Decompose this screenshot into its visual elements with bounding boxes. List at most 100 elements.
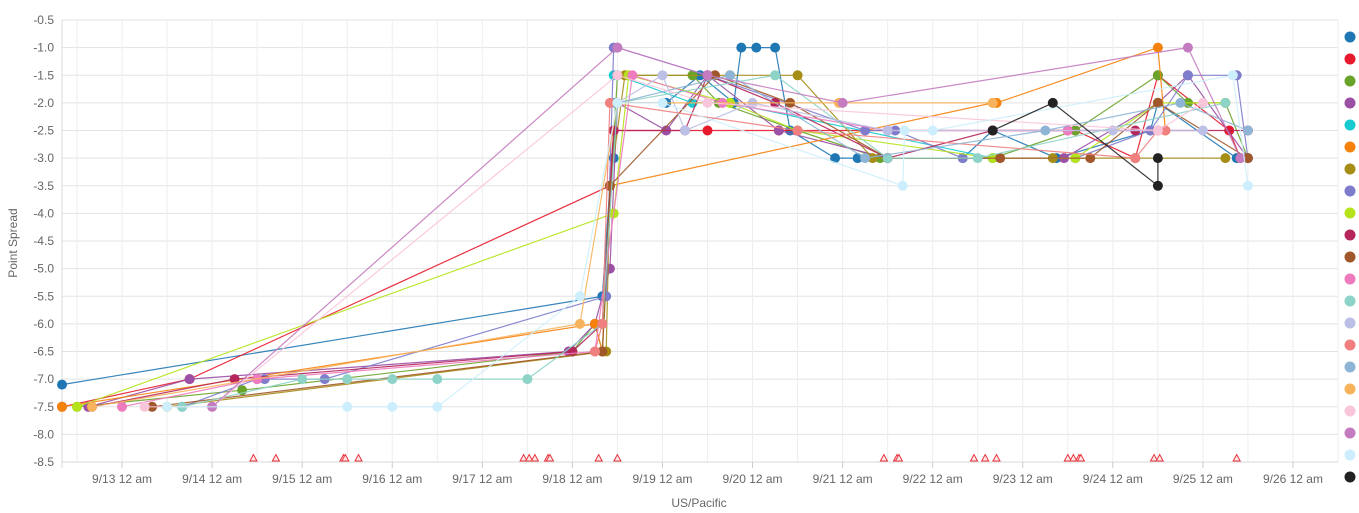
data-point[interactable] xyxy=(725,70,735,81)
data-point[interactable] xyxy=(1197,125,1208,136)
data-point[interactable] xyxy=(1040,125,1051,136)
event-marker[interactable] xyxy=(879,453,889,462)
legend-swatch[interactable] xyxy=(1344,229,1356,241)
data-point[interactable] xyxy=(770,70,781,81)
event-marker[interactable] xyxy=(980,453,990,462)
data-point[interactable] xyxy=(612,42,623,53)
data-point[interactable] xyxy=(612,70,623,81)
data-point[interactable] xyxy=(770,42,781,53)
legend-swatch[interactable] xyxy=(1344,119,1356,131)
data-point[interactable] xyxy=(1182,42,1193,53)
data-point[interactable] xyxy=(751,42,762,53)
legend-swatch[interactable] xyxy=(1344,31,1356,43)
legend-swatch[interactable] xyxy=(1344,207,1356,219)
legend-swatch[interactable] xyxy=(1344,53,1356,65)
data-point[interactable] xyxy=(1220,153,1231,164)
data-point[interactable] xyxy=(117,401,127,412)
data-point[interactable] xyxy=(1130,153,1141,164)
data-point[interactable] xyxy=(597,346,608,357)
legend-swatch[interactable] xyxy=(1344,405,1356,417)
legend-swatch[interactable] xyxy=(1344,185,1356,197)
data-point[interactable] xyxy=(995,153,1006,164)
data-point[interactable] xyxy=(860,125,871,136)
event-marker[interactable] xyxy=(354,453,363,462)
event-marker[interactable] xyxy=(1063,453,1073,462)
data-point[interactable] xyxy=(57,401,67,412)
data-point[interactable] xyxy=(297,374,308,385)
data-point[interactable] xyxy=(1152,125,1163,136)
data-point[interactable] xyxy=(1152,153,1163,164)
legend-swatch[interactable] xyxy=(1344,97,1356,109)
event-marker[interactable] xyxy=(524,453,534,462)
event-marker[interactable] xyxy=(594,453,604,462)
data-point[interactable] xyxy=(867,153,878,164)
legend-swatch[interactable] xyxy=(1344,449,1356,461)
event-marker[interactable] xyxy=(1155,453,1165,462)
data-point[interactable] xyxy=(897,180,908,191)
event-marker[interactable] xyxy=(519,453,528,462)
data-point[interactable] xyxy=(342,401,353,412)
data-point[interactable] xyxy=(1182,70,1193,81)
data-point[interactable] xyxy=(1220,97,1231,108)
data-point[interactable] xyxy=(899,125,910,136)
data-point[interactable] xyxy=(987,97,998,108)
event-marker[interactable] xyxy=(530,453,540,462)
data-point[interactable] xyxy=(72,401,82,412)
legend-swatch[interactable] xyxy=(1344,471,1356,483)
data-point[interactable] xyxy=(387,401,398,412)
data-point[interactable] xyxy=(1242,125,1253,136)
event-marker[interactable] xyxy=(271,453,281,462)
event-marker[interactable] xyxy=(613,453,622,462)
data-point[interactable] xyxy=(837,97,848,108)
legend-swatch[interactable] xyxy=(1344,295,1356,307)
event-marker[interactable] xyxy=(1232,453,1242,462)
data-point[interactable] xyxy=(657,70,668,81)
data-point[interactable] xyxy=(987,125,998,136)
data-point[interactable] xyxy=(1235,153,1246,164)
legend-swatch[interactable] xyxy=(1344,317,1356,329)
event-marker[interactable] xyxy=(1069,453,1078,462)
event-marker[interactable] xyxy=(969,453,979,462)
data-point[interactable] xyxy=(972,153,983,164)
data-point[interactable] xyxy=(574,318,585,329)
event-marker[interactable] xyxy=(249,453,258,462)
data-point[interactable] xyxy=(882,125,893,136)
legend-swatch[interactable] xyxy=(1344,273,1356,285)
data-point[interactable] xyxy=(702,97,713,108)
data-point[interactable] xyxy=(860,153,871,164)
event-marker[interactable] xyxy=(1149,453,1159,462)
data-point[interactable] xyxy=(657,97,668,108)
data-point[interactable] xyxy=(1047,97,1058,108)
data-point[interactable] xyxy=(680,125,690,136)
data-point[interactable] xyxy=(57,379,67,390)
data-point[interactable] xyxy=(432,401,443,412)
data-point[interactable] xyxy=(1197,97,1208,108)
legend-swatch[interactable] xyxy=(1344,163,1356,175)
data-point[interactable] xyxy=(1242,180,1253,191)
data-point[interactable] xyxy=(1175,97,1186,108)
legend-swatch[interactable] xyxy=(1344,141,1356,153)
legend-swatch[interactable] xyxy=(1344,339,1356,351)
data-point[interactable] xyxy=(139,401,150,412)
data-point[interactable] xyxy=(87,401,97,412)
data-point[interactable] xyxy=(387,374,398,385)
legend-swatch[interactable] xyxy=(1344,75,1356,87)
data-point[interactable] xyxy=(589,318,600,329)
event-marker[interactable] xyxy=(992,453,1001,462)
data-point[interactable] xyxy=(792,125,803,136)
data-point[interactable] xyxy=(604,97,615,108)
data-point[interactable] xyxy=(1227,70,1238,81)
data-point[interactable] xyxy=(574,291,585,302)
data-point[interactable] xyxy=(830,153,841,164)
data-point[interactable] xyxy=(927,125,938,136)
data-point[interactable] xyxy=(792,70,803,81)
data-point[interactable] xyxy=(432,374,443,385)
data-point[interactable] xyxy=(597,318,608,329)
data-point[interactable] xyxy=(736,42,747,53)
data-point[interactable] xyxy=(1152,42,1163,53)
data-point[interactable] xyxy=(1085,153,1096,164)
event-marker[interactable] xyxy=(1076,453,1086,462)
data-point[interactable] xyxy=(702,125,713,136)
data-point[interactable] xyxy=(184,374,195,385)
data-point[interactable] xyxy=(627,70,638,81)
